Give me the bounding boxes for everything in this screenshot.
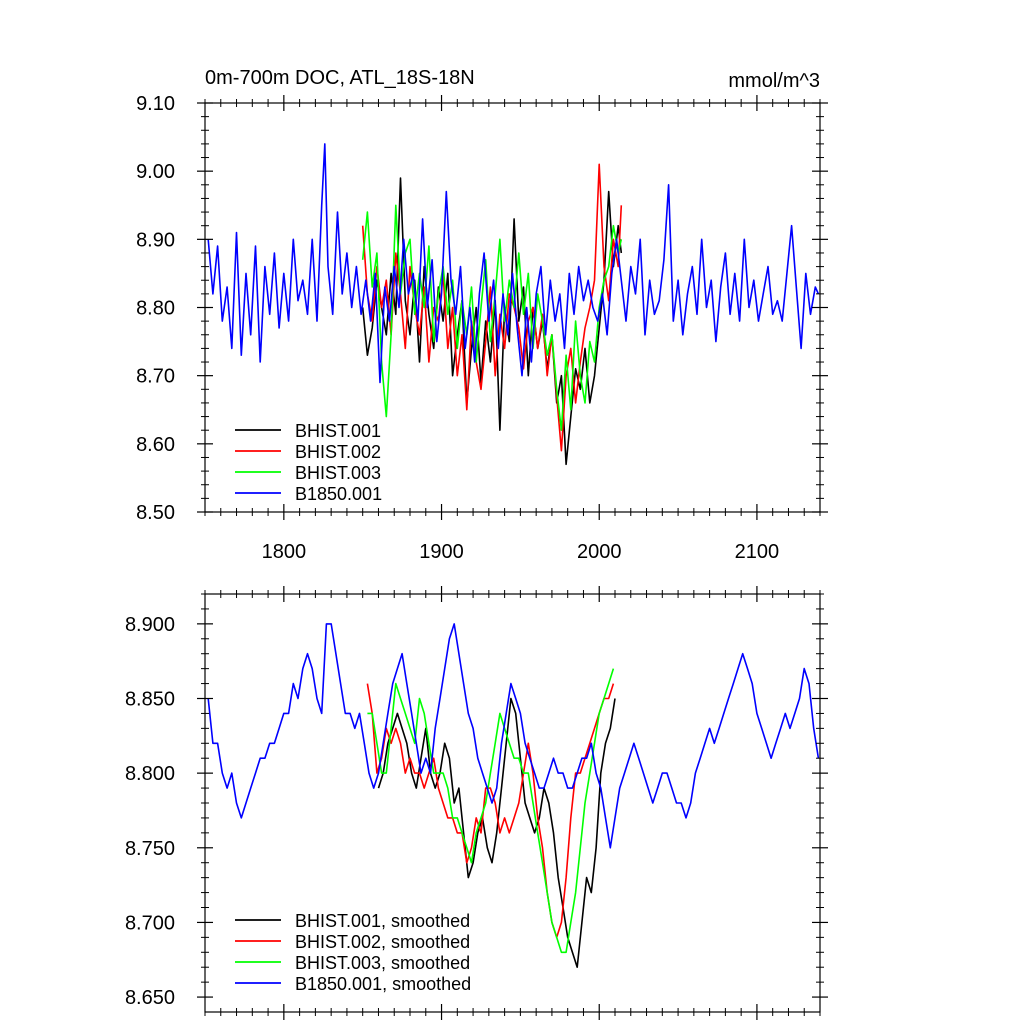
series-line-2 bbox=[366, 683, 615, 939]
y-tick-label: 8.50 bbox=[136, 502, 175, 524]
top-panel-title: 0m-700m DOC, ATL_18S-18N bbox=[205, 67, 475, 89]
top-panel-units: mmol/m^3 bbox=[728, 70, 820, 92]
y-tick-label: 8.750 bbox=[125, 838, 175, 860]
x-tick-label: 2000 bbox=[577, 541, 622, 563]
bottom-panel: 8.650 8.700 8.750 8.800 8.850 8.900 BHIST.001… bbox=[125, 586, 828, 1020]
top-panel-axes: 1800 1900 2000 2100 8.50 8.60 8.70 8.80 8.90 9.00… bbox=[136, 93, 828, 563]
x-tick-label: 1800 bbox=[262, 541, 307, 563]
y-tick-label: 8.650 bbox=[125, 987, 175, 1009]
series-line-4 bbox=[207, 623, 820, 849]
x-tick-label: 2100 bbox=[735, 541, 780, 563]
series-line-1 bbox=[377, 697, 616, 969]
y-tick-label: 8.90 bbox=[136, 229, 175, 251]
series-line-3 bbox=[361, 204, 623, 432]
legend-label-4: B1850.001 bbox=[295, 484, 382, 504]
legend-label-3: BHIST.003 bbox=[295, 463, 381, 483]
legend-label-1: BHIST.001, smoothed bbox=[295, 911, 470, 931]
y-tick-label: 8.700 bbox=[125, 912, 175, 934]
legend-label-2: BHIST.002, smoothed bbox=[295, 932, 470, 952]
y-tick-label: 8.850 bbox=[125, 689, 175, 711]
x-tick-label: 1900 bbox=[419, 541, 464, 563]
bottom-panel-axes: 8.650 8.700 8.750 8.800 8.850 8.900 bbox=[125, 586, 828, 1020]
y-tick-label: 8.900 bbox=[125, 614, 175, 636]
top-panel: 0m-700m DOC, ATL_18S-18N mmol/m^3 1800 19… bbox=[136, 67, 828, 563]
y-tick-label: 8.800 bbox=[125, 763, 175, 785]
y-tick-label: 8.70 bbox=[136, 366, 175, 388]
top-panel-series bbox=[207, 143, 820, 466]
y-tick-label: 8.60 bbox=[136, 434, 175, 456]
y-tick-label: 9.00 bbox=[136, 161, 175, 183]
legend-label-1: BHIST.001 bbox=[295, 421, 381, 441]
legend-label-4: B1850.001, smoothed bbox=[295, 974, 471, 994]
y-tick-label: 8.80 bbox=[136, 298, 175, 320]
series-line-3 bbox=[367, 668, 615, 954]
legend-label-3: BHIST.003, smoothed bbox=[295, 953, 470, 973]
legend-label-2: BHIST.002 bbox=[295, 442, 381, 462]
bottom-panel-series bbox=[207, 623, 820, 969]
y-tick-label: 9.10 bbox=[136, 93, 175, 115]
series-line-4 bbox=[207, 143, 820, 384]
